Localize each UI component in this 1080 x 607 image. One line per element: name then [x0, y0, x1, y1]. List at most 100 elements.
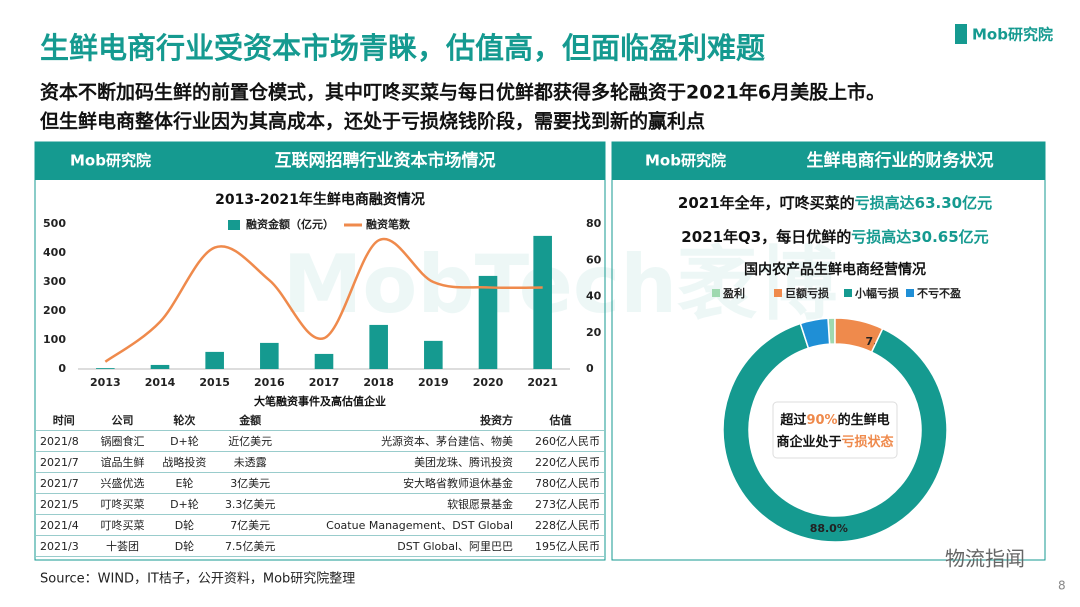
chart-title: 2013-2021年生鲜电商融资情况	[215, 191, 425, 208]
column-header: 公司	[91, 410, 154, 431]
donut-slice	[722, 322, 948, 543]
y-tick-label: 100	[43, 333, 66, 346]
table-cell: 2021/8	[36, 430, 92, 452]
page-number: 8	[1058, 579, 1066, 593]
table-cell: 软银愿景基金	[285, 493, 518, 515]
bar	[424, 340, 443, 369]
table-cell: 叮咚买菜	[91, 514, 154, 536]
table-cell: 2021/4	[36, 514, 92, 536]
table-cell: D+轮	[153, 493, 216, 515]
column-header: 时间	[36, 410, 92, 431]
bar	[150, 364, 170, 369]
highlight-text: 2021年Q3，每日优鲜的	[681, 228, 851, 246]
table-row: 2021/7 兴盛优选 E轮 3亿美元 安大略省教师退休基金 780亿人民币	[36, 472, 604, 494]
bar	[205, 351, 224, 369]
legend-swatch	[228, 220, 240, 230]
table-row: 2021/3 十荟团 D轮 7.5亿美元 DST Global、阿里巴巴 195亿人民币	[36, 535, 604, 557]
table-cell: 安大略省教师退休基金	[285, 472, 518, 494]
table-cell: 7亿美元	[215, 514, 286, 536]
donut-slice	[799, 317, 831, 350]
highlight: 2021年全年，叮咚买菜的亏损高达63.30亿元	[678, 194, 992, 212]
y2-tick-label: 80	[586, 217, 602, 230]
legend-swatch	[844, 289, 852, 297]
panel-title: 生鲜电商行业的财务状况	[807, 150, 994, 171]
table-cell: 2021/7	[36, 451, 92, 473]
y2-tick-label: 40	[586, 290, 602, 303]
table-cell: 2021/5	[36, 493, 92, 515]
table-cell: D轮	[153, 535, 216, 557]
table-cell: 叮咚买菜	[91, 493, 154, 515]
subtitle: 但生鲜电商整体行业因为其高成本，还处于亏损烧钱阶段，需要找到新的赢利点	[40, 110, 705, 133]
table-cell: 3亿美元	[215, 472, 286, 494]
legend-label: 小幅亏损	[854, 286, 899, 300]
x-tick-label: 2014	[145, 376, 176, 389]
x-tick-label: 2021	[527, 376, 558, 389]
panel-header	[612, 142, 1045, 180]
table-cell: DST Global、阿里巴巴	[285, 535, 518, 557]
source: Source：WIND，IT桔子，公开资料，Mob研究院整理	[40, 572, 355, 587]
legend-label: 不亏不盈	[917, 287, 961, 300]
table-cell: 未透露	[215, 451, 286, 473]
x-tick-label: 2019	[418, 376, 449, 389]
legend-label: 融资金额（亿元）	[246, 217, 334, 231]
legend-label: 融资笔数	[366, 217, 411, 231]
y-tick-label: 0	[58, 362, 66, 375]
annotation: 超过90%的生鲜电	[780, 412, 889, 428]
y2-tick-label: 20	[586, 326, 602, 339]
bar	[314, 353, 334, 369]
annotation-part: 90%	[806, 413, 837, 428]
x-tick-label: 2013	[90, 376, 121, 389]
table-cell: 锅圈食汇	[91, 430, 154, 452]
table-row: 2021/7 谊品生鲜 战略投资 未透露 美团龙珠、腾讯投资 220亿人民币	[36, 451, 604, 473]
highlight: 2021年Q3，每日优鲜的亏损高达30.65亿元	[681, 228, 988, 246]
table-cell: E轮	[153, 472, 216, 494]
bar	[260, 342, 279, 369]
table-cell: Coatue Management、DST Global	[285, 514, 518, 536]
panel-title: 互联网招聘行业资本市场情况	[275, 150, 496, 171]
panel-logo: Mob研究院	[70, 152, 151, 170]
x-tick-label: 2015	[199, 376, 230, 389]
table-cell: 780亿人民币	[517, 472, 604, 494]
table-cell: 战略投资	[153, 451, 216, 473]
table-cell: 220亿人民币	[517, 451, 604, 473]
table-cell: D轮	[153, 514, 216, 536]
logo-icon	[955, 24, 967, 44]
annotation-part: 超过	[780, 412, 806, 428]
table-cell: 十荟团	[91, 535, 154, 557]
x-tick-label: 2016	[254, 376, 285, 389]
bar	[478, 275, 498, 369]
title: 生鲜电商行业受资本市场青睐，估值高，但面临盈利难题	[40, 31, 765, 65]
table-caption: 大笔融资事件及高估值企业	[254, 394, 386, 408]
table-cell: 3.3亿美元	[215, 493, 286, 515]
y-tick-label: 300	[43, 275, 66, 288]
annotation-box	[772, 401, 898, 459]
x-tick-label: 2020	[473, 376, 504, 389]
y-tick-label: 200	[43, 304, 66, 317]
legend-swatch	[712, 289, 720, 297]
table-header: 时间 公司 轮次 金额 投资方 估值	[36, 410, 604, 431]
table-cell: 7.5亿美元	[215, 535, 286, 557]
x-tick-label: 2017	[309, 376, 340, 389]
column-header: 轮次	[153, 410, 216, 431]
y2-tick-label: 0	[586, 362, 594, 375]
legend-swatch	[774, 289, 782, 297]
table-cell: D+轮	[153, 430, 216, 452]
bar	[533, 235, 552, 369]
table-cell: 美团龙珠、腾讯投资	[285, 451, 518, 473]
x-tick-label: 2018	[363, 376, 394, 389]
table-cell: 谊品生鲜	[91, 451, 154, 473]
table-row: 2021/4 叮咚买菜 D轮 7亿美元 Coatue Management、DST Gl…	[36, 514, 604, 536]
data-label: 88.0%	[810, 522, 848, 535]
line	[104, 237, 543, 363]
chart-title: 国内农产品生鲜电商经营情况	[744, 261, 926, 278]
table: 时间 公司 轮次 金额 投资方 估值 2021/8 锅圈食汇 D+轮 近亿美元 光源资本、茅台建信、…	[36, 410, 604, 557]
wechat-mark: 物流指闻	[945, 547, 1025, 571]
table-cell: 2021/3	[36, 535, 92, 557]
table-row: 2021/5 叮咚买菜 D+轮 3.3亿美元 软银愿景基金 273亿人民币	[36, 493, 604, 515]
logo: Mob研究院	[972, 26, 1053, 44]
y-tick-label: 400	[43, 246, 66, 259]
subtitle: 资本不断加码生鲜的前置仓模式，其中叮咚买菜与每日优鲜都获得多轮融资于2021年6…	[40, 81, 885, 104]
legend-label: 巨额亏损	[785, 286, 829, 300]
